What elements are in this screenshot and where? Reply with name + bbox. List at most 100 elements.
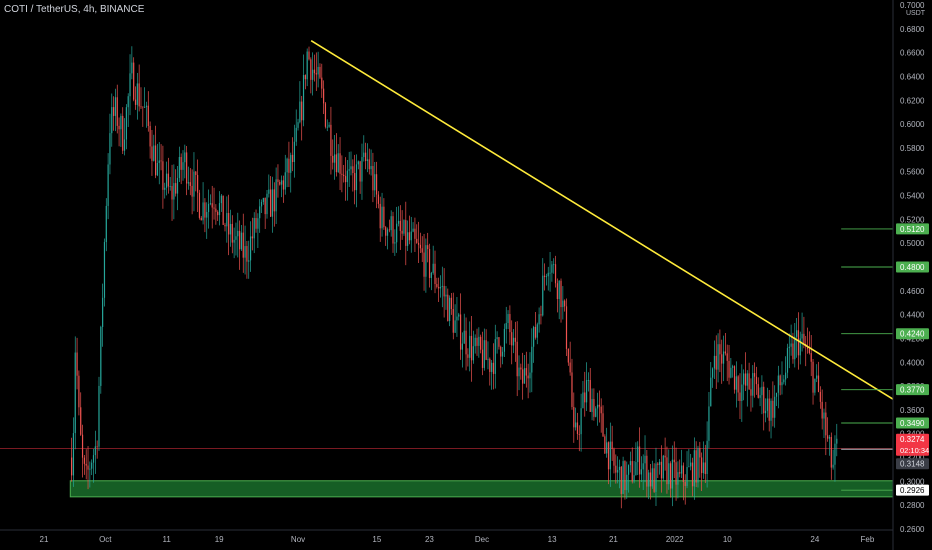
- candle: [540, 305, 542, 325]
- candle-body: [598, 404, 600, 407]
- candle: [732, 364, 734, 378]
- candle: [452, 292, 454, 340]
- candle: [766, 387, 768, 418]
- candle-body: [125, 107, 127, 140]
- candle-body: [775, 392, 778, 397]
- candle-body: [659, 461, 661, 465]
- level-label-bg: [896, 223, 929, 235]
- candle-body: [449, 297, 451, 321]
- price-tick-label: 0.3600: [900, 406, 925, 415]
- candle-body: [766, 398, 768, 411]
- price-tick-label: 0.6400: [900, 72, 925, 81]
- candle: [291, 137, 294, 172]
- candle-body: [576, 422, 579, 434]
- candle: [715, 335, 717, 390]
- candle-body: [417, 242, 420, 245]
- candle: [85, 449, 87, 480]
- candle: [786, 343, 789, 379]
- candle: [397, 206, 400, 227]
- candle: [669, 461, 672, 498]
- candle-body: [575, 422, 577, 428]
- candle: [447, 288, 449, 322]
- candle-body: [651, 468, 653, 487]
- candle-body: [543, 275, 546, 277]
- candle-body: [423, 252, 425, 277]
- candle: [333, 134, 336, 180]
- candle: [211, 185, 213, 229]
- candle-body: [708, 406, 710, 441]
- candle-body: [459, 314, 462, 350]
- low-price-label-bg: [896, 458, 929, 470]
- candle-body: [697, 447, 699, 483]
- candle: [264, 197, 266, 229]
- candle: [465, 317, 467, 371]
- candle-body: [129, 73, 131, 97]
- time-tick-label: Feb: [861, 535, 875, 544]
- candle: [171, 164, 173, 221]
- candle: [74, 336, 76, 450]
- candle-body: [728, 360, 730, 378]
- candle: [339, 137, 341, 190]
- time-tick-label: 15: [372, 535, 381, 544]
- candle-body: [657, 463, 659, 465]
- candle: [595, 406, 597, 418]
- candle-body: [350, 166, 352, 170]
- candle: [514, 321, 516, 362]
- candle: [233, 227, 235, 259]
- candle: [785, 356, 787, 386]
- candle: [474, 334, 476, 354]
- candle-body: [427, 245, 429, 249]
- candle: [522, 352, 524, 400]
- candle: [350, 151, 352, 176]
- candle: [704, 444, 706, 484]
- candle-body: [302, 75, 305, 121]
- candle: [228, 194, 230, 256]
- candle: [701, 452, 703, 492]
- candle: [372, 152, 374, 203]
- candle: [657, 462, 659, 478]
- candle-body: [501, 351, 504, 357]
- candle-body: [270, 189, 272, 217]
- candle-body: [317, 66, 319, 75]
- candle: [297, 118, 299, 131]
- candle-body: [149, 125, 151, 147]
- candle-body: [339, 153, 341, 174]
- candle-body: [635, 462, 637, 476]
- candle-body: [662, 455, 664, 479]
- candle: [270, 176, 272, 218]
- candle-body: [204, 202, 206, 218]
- candle-body: [494, 339, 496, 374]
- candle-body: [730, 367, 732, 378]
- candle-body: [131, 62, 133, 74]
- candle: [666, 446, 668, 494]
- candle: [823, 408, 825, 439]
- candle: [118, 117, 120, 147]
- candle: [626, 461, 628, 499]
- candle-body: [315, 73, 317, 75]
- candle: [480, 334, 482, 354]
- candle-body: [346, 170, 348, 183]
- candle-body: [239, 230, 241, 250]
- candle: [518, 355, 520, 391]
- candle-body: [133, 62, 135, 100]
- candle-body: [763, 386, 765, 414]
- candle-body: [715, 355, 717, 370]
- candle: [478, 327, 480, 358]
- candle-body: [796, 330, 798, 337]
- candle-body: [441, 285, 443, 287]
- price-tick-label: 0.6800: [900, 25, 925, 34]
- candle: [772, 381, 774, 427]
- candle-body: [609, 441, 611, 470]
- candle-body: [407, 232, 409, 246]
- candle: [184, 144, 186, 179]
- candle: [136, 72, 138, 120]
- candle: [600, 398, 602, 433]
- candle-body: [792, 343, 794, 360]
- candle-body: [107, 164, 109, 206]
- candle: [744, 352, 747, 392]
- candle-body: [520, 367, 522, 370]
- candle: [158, 142, 160, 185]
- candle-body: [297, 122, 299, 128]
- candle: [638, 427, 641, 488]
